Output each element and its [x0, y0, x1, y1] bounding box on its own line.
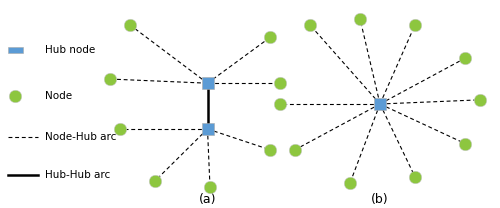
Text: Node-Hub arc: Node-Hub arc: [45, 132, 117, 142]
FancyBboxPatch shape: [8, 47, 22, 53]
Text: (a): (a): [199, 193, 216, 206]
Text: Hub-Hub arc: Hub-Hub arc: [45, 170, 110, 180]
Text: Node: Node: [45, 91, 72, 101]
Text: Hub node: Hub node: [45, 45, 95, 55]
Text: (b): (b): [371, 193, 389, 206]
